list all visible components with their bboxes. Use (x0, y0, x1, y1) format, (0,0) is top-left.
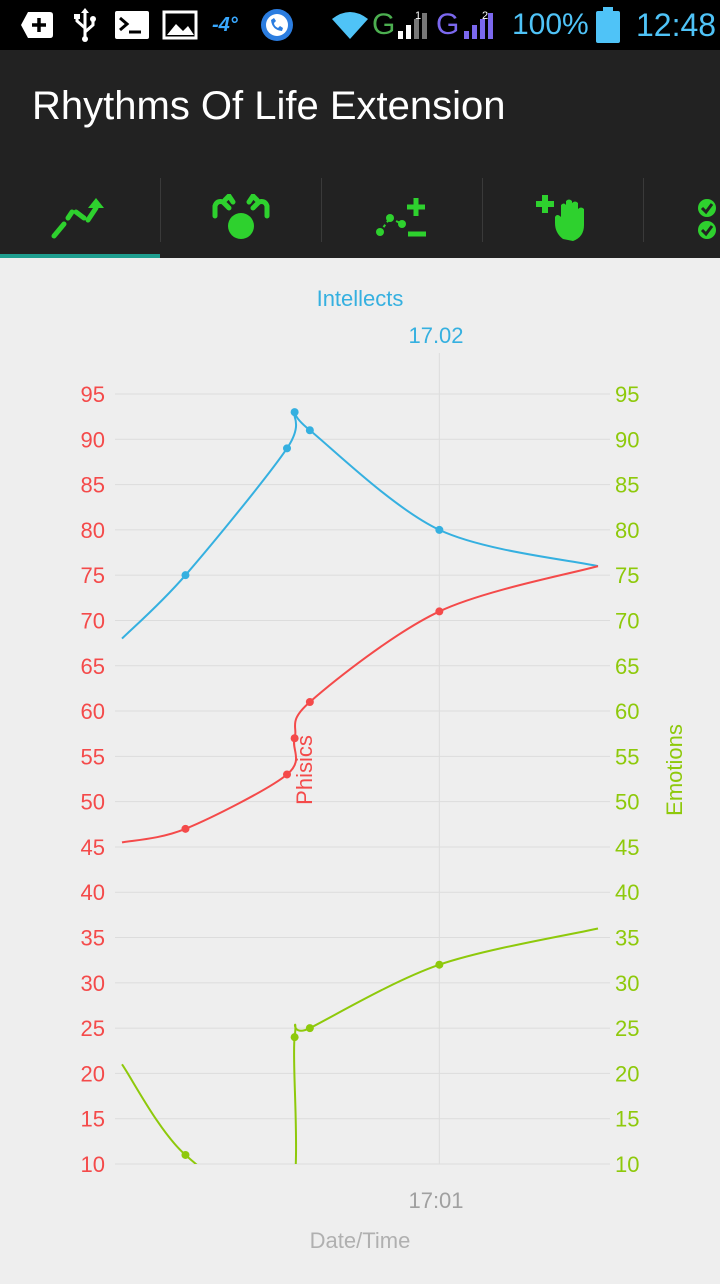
tab-indicator (0, 254, 160, 258)
left-tick-label: 80 (81, 518, 105, 543)
tab-separator (321, 178, 322, 242)
right-tick-label: 85 (615, 473, 639, 498)
tab-checklist[interactable] (644, 178, 720, 258)
data-point-emotions (435, 960, 444, 969)
data-point-emotions (305, 1024, 314, 1033)
hands-circle-icon (212, 194, 270, 239)
add-hand-icon (536, 195, 584, 241)
tab-separator (482, 178, 483, 242)
points-plus-minus-icon (376, 198, 426, 237)
data-point-emotions (181, 1150, 190, 1159)
app-title: Rhythms Of Life Extension (32, 84, 506, 128)
series-line-intellects (121, 410, 599, 640)
data-point-intellects (290, 408, 299, 417)
checklist-icon (698, 199, 716, 239)
right-tick-label: 70 (615, 608, 639, 633)
wifi-icon (330, 7, 370, 43)
left-tick-label: 95 (81, 382, 105, 407)
left-tick-label: 30 (81, 971, 105, 996)
usb-icon (72, 7, 98, 43)
right-tick-label: 60 (615, 699, 639, 724)
gallery-icon (162, 7, 198, 43)
tab-trend[interactable] (0, 178, 160, 258)
status-bar: -4° G 1 G 2 100% 12:48 (0, 0, 720, 50)
left-tick-label: 75 (81, 563, 105, 588)
trend-chart-icon (51, 198, 104, 239)
chart-title: Intellects (317, 286, 404, 311)
signal-g2-icon: G (436, 8, 460, 41)
left-tick-label: 65 (81, 654, 105, 679)
terminal-icon (114, 7, 150, 43)
biorhythm-chart[interactable]: Intellects 17.02 95 90 85 80 75 70 65 60 55 50 45 4… (0, 258, 720, 1280)
series-line-phisics (121, 565, 599, 844)
right-axis-label: Emotions (662, 724, 687, 816)
add-notification-icon (20, 7, 54, 43)
right-y-axis: 95 90 85 80 75 70 65 60 55 50 45 40 35 30 25 20 15 10 (615, 382, 639, 1177)
right-tick-label: 40 (615, 880, 639, 905)
data-point-intellects (435, 525, 444, 534)
left-tick-label: 40 (81, 880, 105, 905)
data-point-intellects (305, 426, 314, 435)
temperature-icon: -4° (212, 13, 238, 36)
action-bar: Rhythms Of Life Extension (0, 50, 720, 178)
marker-value-label: 17.02 (408, 323, 463, 348)
left-tick-label: 15 (81, 1107, 105, 1132)
left-tick-label: 60 (81, 699, 105, 724)
battery-icon (594, 7, 622, 43)
data-point-intellects (283, 444, 292, 453)
right-tick-label: 15 (615, 1107, 639, 1132)
grid (115, 353, 610, 1165)
left-tick-label: 50 (81, 790, 105, 815)
data-point-emotions (290, 1033, 299, 1042)
right-tick-label: 75 (615, 563, 639, 588)
left-tick-label: 25 (81, 1016, 105, 1041)
data-point-phisics (435, 607, 444, 616)
series-line-emotions (121, 927, 599, 1164)
x-axis-label: Date/Time (310, 1228, 411, 1253)
data-point-phisics (181, 824, 190, 833)
left-tick-label: 70 (81, 608, 105, 633)
signal-g-icon: G (372, 8, 396, 41)
right-tick-label: 35 (615, 926, 639, 951)
left-tick-label: 55 (81, 744, 105, 769)
x-tick-label: 17:01 (408, 1188, 463, 1213)
clock: 12:48 (636, 7, 717, 43)
data-point-phisics (305, 698, 314, 706)
left-y-axis: 95 90 85 80 75 70 65 60 55 50 45 40 35 30 25 20 15 10 (81, 382, 105, 1177)
right-tick-label: 65 (615, 654, 639, 679)
left-tick-label: 35 (81, 926, 105, 951)
sim1-label: 1 (415, 10, 421, 22)
right-tick-label: 25 (615, 1016, 639, 1041)
voip-icon (260, 7, 294, 43)
right-tick-label: 20 (615, 1061, 639, 1086)
signal-bars-2: 2 (462, 7, 502, 43)
data-point-phisics (290, 734, 299, 743)
series-lines (121, 408, 599, 1164)
signal-bars-1: 1 (396, 7, 434, 43)
data-point-phisics (283, 770, 292, 779)
tab-points[interactable] (322, 178, 482, 258)
right-tick-label: 95 (615, 382, 639, 407)
tab-hands[interactable] (161, 178, 321, 258)
left-tick-label: 90 (81, 427, 105, 452)
data-point-intellects (181, 571, 190, 580)
left-tick-label: 45 (81, 835, 105, 860)
right-tick-label: 30 (615, 971, 639, 996)
right-tick-label: 50 (615, 790, 639, 815)
left-tick-label: 20 (81, 1061, 105, 1086)
tab-separator (160, 178, 161, 242)
right-tick-label: 90 (615, 427, 639, 452)
right-tick-label: 55 (615, 744, 639, 769)
left-tick-label: 85 (81, 473, 105, 498)
right-tick-label: 45 (615, 835, 639, 860)
tab-separator (643, 178, 644, 242)
right-tick-label: 10 (615, 1152, 639, 1177)
sim2-label: 2 (482, 10, 488, 22)
right-tick-label: 80 (615, 518, 639, 543)
left-axis-label: Phisics (292, 735, 317, 805)
battery-percentage: 100% (512, 8, 589, 41)
tab-bar (0, 178, 720, 258)
tab-add-hand[interactable] (483, 178, 643, 258)
left-tick-label: 10 (81, 1152, 105, 1177)
